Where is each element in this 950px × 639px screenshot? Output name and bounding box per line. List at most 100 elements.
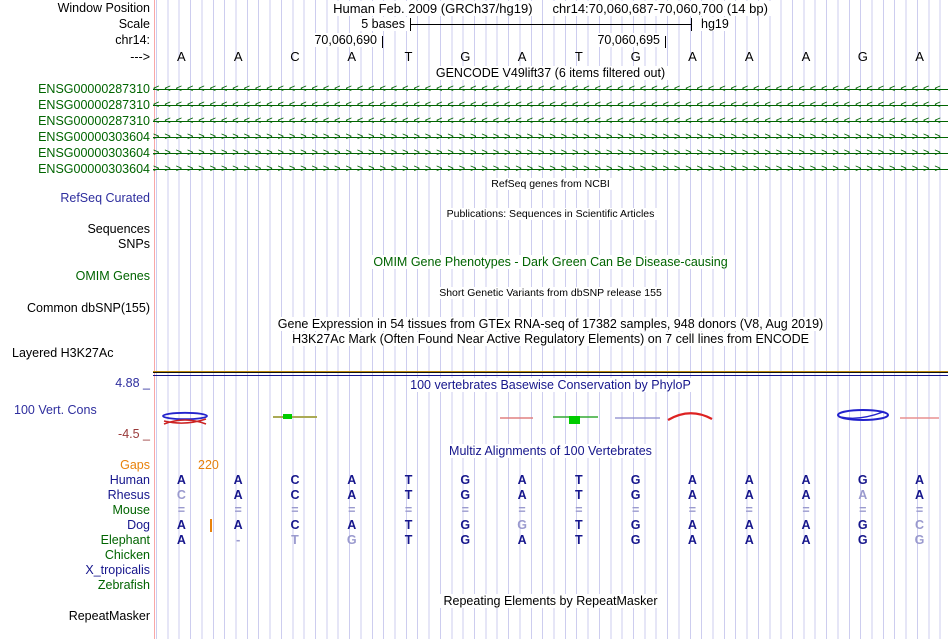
base-cell: T xyxy=(575,518,583,532)
refseq-track-title[interactable]: RefSeq genes from NCBI xyxy=(153,177,948,192)
gene-intron-line xyxy=(153,137,948,138)
omim-track-title[interactable]: OMIM Gene Phenotypes - Dark Green Can Be… xyxy=(153,255,948,270)
window-position-label: Window Position xyxy=(57,1,150,15)
species-label[interactable]: Zebrafish xyxy=(97,578,150,592)
gencode-track-title[interactable]: GENCODE V49lift37 (6 items filtered out) xyxy=(153,66,948,81)
base-cell: G xyxy=(857,473,868,487)
base-cell: A xyxy=(915,49,924,64)
scale-ruler-right-tick xyxy=(691,18,692,31)
omim-genes-label[interactable]: OMIM Genes xyxy=(75,269,150,283)
refseq-curated-label[interactable]: RefSeq Curated xyxy=(60,191,150,205)
wiggle-red-curve-2 xyxy=(163,419,207,425)
species-label[interactable]: Human xyxy=(109,473,150,487)
species-label[interactable]: Elephant xyxy=(100,533,150,547)
gene-row[interactable]: ENSG00000303604 >>>>>>>>>>>>>>>>>>>>>>>>>… xyxy=(0,146,950,161)
alignment-cells xyxy=(153,563,948,578)
wiggle-red-curve-1 xyxy=(163,418,207,424)
gene-row[interactable]: ENSG00000287310 <<<<<<<<<<<<<<<<<<<<<<<<<… xyxy=(0,98,950,113)
layered-h3k27ac-label[interactable]: Layered H3K27Ac xyxy=(12,346,114,360)
repeatmasker-track-title[interactable]: Repeating Elements by RepeatMasker xyxy=(153,594,948,609)
label-track-separator xyxy=(154,0,155,639)
sequences-label[interactable]: Sequences xyxy=(87,222,150,236)
multiz-row-x_tropicalis[interactable]: X_tropicalis xyxy=(0,563,950,578)
base-cell: A xyxy=(517,49,527,64)
base-cell: = xyxy=(688,503,697,517)
conservation-track-label[interactable]: 100 Vert. Cons xyxy=(14,403,97,417)
alignment-cells xyxy=(153,458,948,473)
position-range: chr14:70,060,687-70,060,700 (14 bp) xyxy=(549,1,771,16)
gene-id-label[interactable]: ENSG00000303604 xyxy=(38,130,150,144)
gene-exon-track[interactable]: <<<<<<<<<<<<<<<<<<<<<<<<<<<<<<<<<<<<<<<<… xyxy=(153,98,948,113)
base-cell: G xyxy=(914,533,925,547)
species-label[interactable]: Dog xyxy=(127,518,150,532)
conservation-wiggle-track[interactable] xyxy=(153,400,948,440)
gene-id-label[interactable]: ENSG00000303604 xyxy=(38,162,150,176)
scale-ruler-line xyxy=(410,24,692,25)
publications-track-title[interactable]: Publications: Sequences in Scientific Ar… xyxy=(153,207,948,222)
gene-exon-track[interactable]: >>>>>>>>>>>>>>>>>>>>>>>>>>>>>>>>>>>>>>>>… xyxy=(153,146,948,161)
gene-exon-track[interactable]: <<<<<<<<<<<<<<<<<<<<<<<<<<<<<<<<<<<<<<<<… xyxy=(153,114,948,129)
gene-row[interactable]: ENSG00000287310 <<<<<<<<<<<<<<<<<<<<<<<<<… xyxy=(0,114,950,129)
species-label[interactable]: Chicken xyxy=(104,548,150,562)
multiz-row-gaps[interactable]: Gaps 220 xyxy=(0,458,950,473)
base-cell: G xyxy=(517,518,527,532)
conservation-track-title[interactable]: 100 vertebrates Basewise Conservation by… xyxy=(153,378,948,393)
base-cell: G xyxy=(630,49,641,64)
base-cell: A xyxy=(744,488,754,502)
gene-row[interactable]: ENSG00000303604 >>>>>>>>>>>>>>>>>>>>>>>>>… xyxy=(0,162,950,177)
base-cell: G xyxy=(857,533,868,547)
base-cell: A xyxy=(744,49,754,64)
base-cell: A xyxy=(176,518,186,532)
gene-id-label[interactable]: ENSG00000287310 xyxy=(38,98,150,112)
conservation-min-label: -4.5 _ xyxy=(118,427,150,441)
coordinate-left-tick xyxy=(382,36,383,48)
multiz-row-mouse[interactable]: Mouse = = = = = = = = = = = = = = xyxy=(0,503,950,518)
base-cell: T xyxy=(404,49,413,64)
gene-id-label[interactable]: ENSG00000287310 xyxy=(38,82,150,96)
gene-id-label[interactable]: ENSG00000303604 xyxy=(38,146,150,160)
gene-exon-track[interactable]: >>>>>>>>>>>>>>>>>>>>>>>>>>>>>>>>>>>>>>>>… xyxy=(153,130,948,145)
species-label[interactable]: Mouse xyxy=(112,503,150,517)
multiz-row-rhesus[interactable]: Rhesus C A C A T G A T G A A A A A xyxy=(0,488,950,503)
base-cell: A xyxy=(687,533,697,547)
gene-exon-track[interactable]: >>>>>>>>>>>>>>>>>>>>>>>>>>>>>>>>>>>>>>>>… xyxy=(153,162,948,177)
h3k27ac-track-title[interactable]: H3K27Ac Mark (Often Found Near Active Re… xyxy=(153,332,948,347)
scale-ruler-left-tick xyxy=(410,18,411,31)
dbsnp-track-title[interactable]: Short Genetic Variants from dbSNP releas… xyxy=(153,286,948,301)
base-cell: A xyxy=(233,488,243,502)
base-cell: T xyxy=(575,533,583,547)
multiz-track-title[interactable]: Multiz Alignments of 100 Vertebrates xyxy=(153,444,948,459)
gene-row[interactable]: ENSG00000303604 >>>>>>>>>>>>>>>>>>>>>>>>>… xyxy=(0,130,950,145)
repeatmasker-label[interactable]: RepeatMasker xyxy=(68,609,150,623)
gene-intron-line xyxy=(153,121,948,122)
strand-arrows: >>>>>>>>>>>>>>>>>>>>>>>>>>>>>>>>>>>>>>>>… xyxy=(153,163,946,175)
multiz-row-dog[interactable]: Dog A A C A T G G T G A A A G C xyxy=(0,518,950,533)
snps-label[interactable]: SNPs xyxy=(118,237,150,251)
base-cell: T xyxy=(291,533,299,547)
species-label[interactable]: X_tropicalis xyxy=(85,563,150,577)
species-label[interactable]: Gaps xyxy=(120,458,150,472)
multiz-row-human[interactable]: Human A A C A T G A T G A A A G A xyxy=(0,473,950,488)
alignment-cells: = = = = = = = = = = = = = = xyxy=(153,503,948,518)
gene-row[interactable]: ENSG00000287310 <<<<<<<<<<<<<<<<<<<<<<<<<… xyxy=(0,82,950,97)
strand-arrows: <<<<<<<<<<<<<<<<<<<<<<<<<<<<<<<<<<<<<<<<… xyxy=(153,99,946,111)
coordinate-right-wrap: 70,060,695 xyxy=(153,33,663,48)
base-cell: A xyxy=(688,49,697,64)
base-cell: A xyxy=(915,488,925,502)
base-cell: T xyxy=(404,533,413,547)
multiz-row-chicken[interactable]: Chicken xyxy=(0,548,950,563)
coordinate-left-wrap: 70,060,690 xyxy=(153,33,380,48)
multiz-row-elephant[interactable]: Elephant A - T G T G A T G A A A G G xyxy=(0,533,950,548)
scale-value-wrap: 5 bases xyxy=(153,17,408,32)
multiz-row-zebrafish[interactable]: Zebrafish xyxy=(0,578,950,593)
wiggle-green-block-1 xyxy=(283,414,292,419)
gene-exon-track[interactable]: <<<<<<<<<<<<<<<<<<<<<<<<<<<<<<<<<<<<<<<<… xyxy=(153,82,948,97)
strand-direction-label: ---> xyxy=(130,50,150,64)
common-dbsnp-label[interactable]: Common dbSNP(155) xyxy=(27,301,150,315)
gene-id-label[interactable]: ENSG00000287310 xyxy=(38,114,150,128)
gtex-track-title[interactable]: Gene Expression in 54 tissues from GTEx … xyxy=(153,317,948,332)
species-label[interactable]: Rhesus xyxy=(107,488,150,502)
base-cell: G xyxy=(460,473,471,487)
